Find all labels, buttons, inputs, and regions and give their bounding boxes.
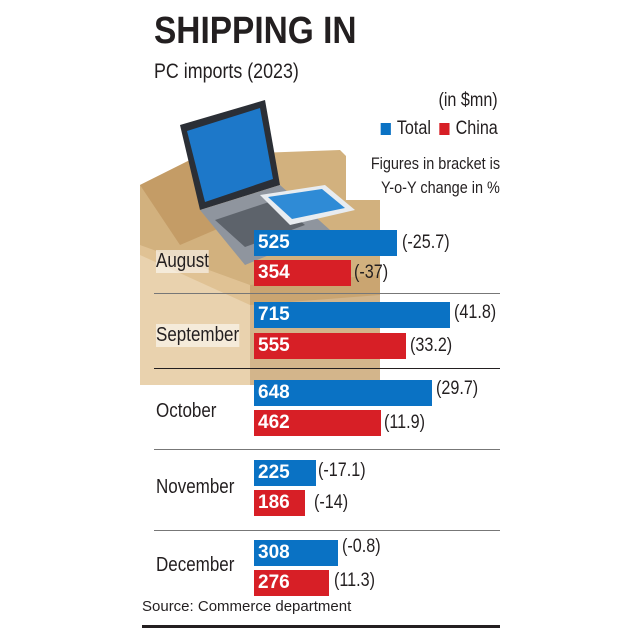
month-label: December: [156, 554, 235, 577]
pct-total: (-17.1): [318, 460, 366, 481]
bar-chart: August 525 (-25.7) 354 (-37) September 7…: [154, 228, 500, 602]
note-line-1: Figures in bracket is: [370, 154, 500, 173]
month-label: October: [156, 400, 217, 423]
pct-total: (-25.7): [402, 232, 450, 253]
pct-china: (-37): [354, 262, 389, 283]
unit-label: (in $mn): [438, 90, 498, 111]
legend: Total China: [380, 118, 498, 140]
bar-total: 715: [254, 302, 450, 328]
note-line-2: Y-o-Y change in %: [381, 178, 500, 197]
bar-china: 276: [254, 570, 329, 596]
month-label: November: [156, 476, 235, 499]
month-label: August: [156, 250, 209, 273]
bar-total: 225: [254, 460, 316, 486]
bar-total: 648: [254, 380, 432, 406]
bar-china: 462: [254, 410, 381, 436]
row-august: August 525 (-25.7) 354 (-37): [154, 228, 500, 300]
legend-label-china: China: [455, 118, 498, 139]
bar-china: 555: [254, 333, 406, 359]
row-november: November 225 (-17.1) 186 (-14): [154, 450, 500, 531]
row-september: September 715 (41.8) 555 (33.2): [154, 300, 500, 372]
chart-title: SHIPPING IN: [154, 10, 357, 52]
pct-china: (33.2): [410, 335, 453, 356]
chart-subtitle: PC imports (2023): [154, 60, 299, 83]
pct-total: (-0.8): [342, 536, 381, 557]
row-december: December 308 (-0.8) 276 (11.3): [154, 530, 500, 602]
bottom-rule: [142, 625, 500, 628]
bracket-note: Figures in bracket is Y-o-Y change in %: [346, 152, 500, 200]
source-note: Source: Commerce department: [142, 598, 352, 615]
month-label: September: [156, 324, 240, 347]
bar-total: 308: [254, 540, 338, 566]
pct-china: (-14): [314, 492, 349, 513]
pct-total: (29.7): [436, 378, 479, 399]
bar-china: 186: [254, 490, 305, 516]
legend-swatch-china: [439, 123, 450, 135]
row-october: October 648 (29.7) 462 (11.9): [154, 372, 500, 450]
pct-total: (41.8): [454, 302, 497, 323]
bar-total: 525: [254, 230, 397, 256]
bar-china: 354: [254, 260, 351, 286]
legend-label-total: Total: [397, 118, 432, 139]
pct-china: (11.9): [384, 412, 425, 433]
legend-swatch-total: [380, 123, 392, 135]
pct-china: (11.3): [334, 570, 375, 591]
